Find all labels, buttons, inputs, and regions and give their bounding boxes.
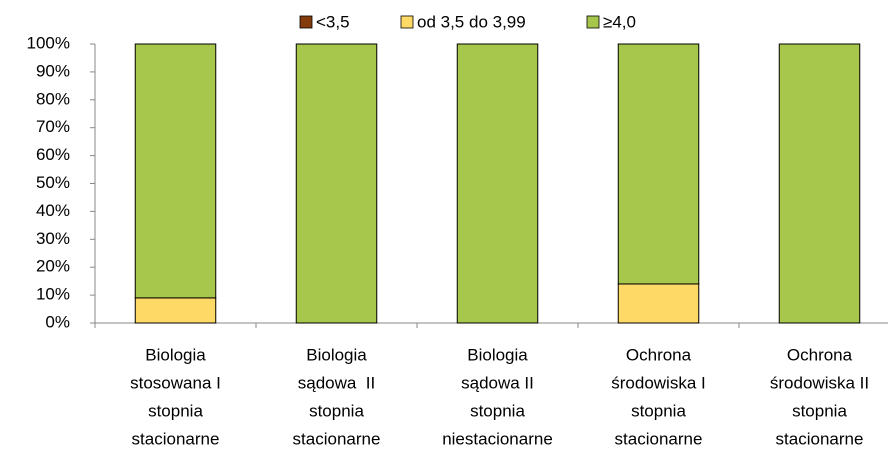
x-tick-label: stosowana I (130, 373, 221, 392)
y-tick-label: 100% (27, 33, 70, 52)
x-tick-label: środowiska I (611, 373, 705, 392)
x-tick-label: stopnia (792, 401, 847, 420)
y-tick-label: 40% (36, 201, 70, 220)
legend-swatch (299, 15, 313, 29)
y-tick-label: 80% (36, 89, 70, 108)
x-tick-label: stopnia (631, 401, 686, 420)
legend-label: <3,5 (316, 12, 350, 31)
x-tick-label: stacionarne (132, 429, 220, 448)
y-tick-label: 90% (36, 61, 70, 80)
x-tick-label: stopnia (470, 401, 525, 420)
bar-segment (617, 283, 700, 324)
x-tick-label: Ochrona (626, 345, 692, 364)
y-tick-label: 0% (45, 312, 70, 331)
x-tick-label: Ochrona (787, 345, 853, 364)
bar-segment (617, 43, 700, 285)
x-tick-label: sądowa II (298, 373, 376, 392)
legend-label: od 3,5 do 3,99 (417, 12, 526, 31)
y-tick-label: 20% (36, 257, 70, 276)
legend-label: ≥4,0 (603, 12, 636, 31)
x-tick-label: Biologia (145, 345, 206, 364)
x-tick-label: niestacionarne (442, 429, 553, 448)
x-tick-label: środowiska II (770, 373, 869, 392)
x-tick-label: Biologia (467, 345, 528, 364)
bar-segment (456, 43, 539, 324)
x-tick-label: stacionarne (776, 429, 864, 448)
y-tick-label: 10% (36, 285, 70, 304)
bar-segment (778, 43, 861, 324)
x-tick-label: sądowa II (461, 373, 534, 392)
legend-swatch (400, 15, 414, 29)
bar-segment (295, 43, 378, 324)
y-tick-label: 30% (36, 229, 70, 248)
x-tick-label: stopnia (148, 401, 203, 420)
y-tick-label: 60% (36, 145, 70, 164)
x-tick-label: Biologia (306, 345, 367, 364)
y-tick-label: 50% (36, 173, 70, 192)
y-tick-label: 70% (36, 117, 70, 136)
legend-swatch (586, 15, 600, 29)
bar-segment (134, 297, 217, 324)
bar-segment (134, 43, 217, 299)
x-tick-label: stopnia (309, 401, 364, 420)
x-tick-label: stacionarne (615, 429, 703, 448)
x-tick-label: stacionarne (293, 429, 381, 448)
